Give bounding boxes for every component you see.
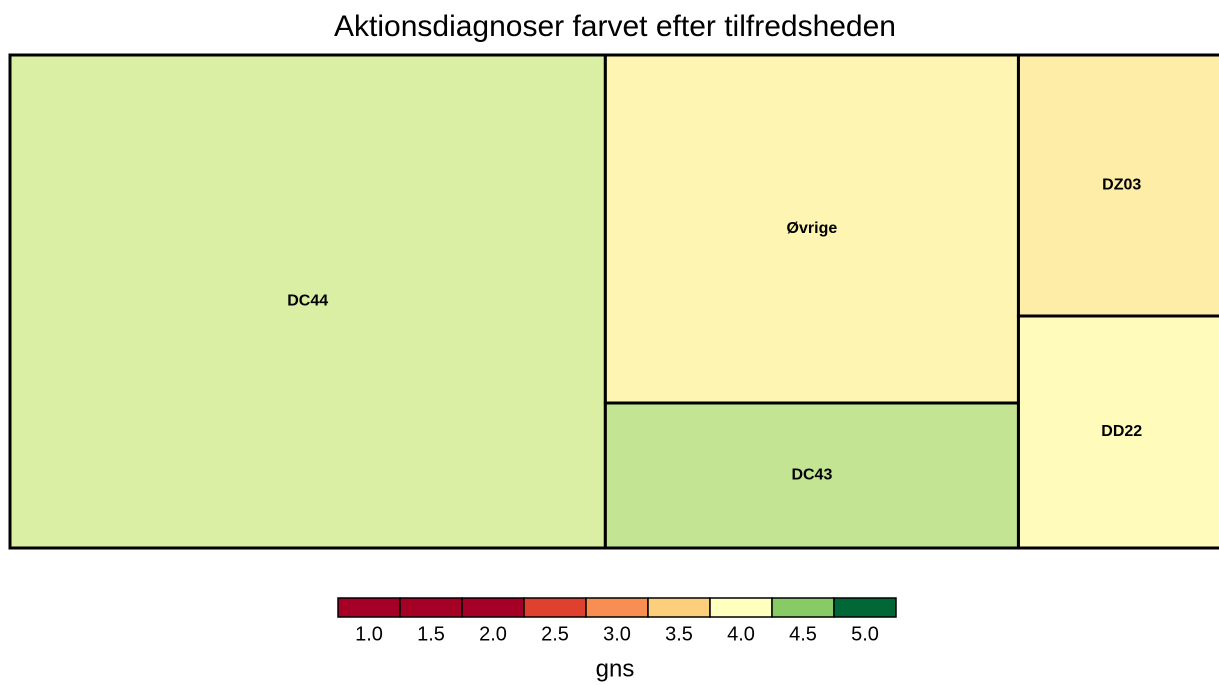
legend-tick-label: 5.0	[851, 623, 879, 645]
legend-tick-label: 4.0	[727, 623, 755, 645]
tile	[8, 53, 607, 550]
legend-tick-label: 1.0	[355, 623, 383, 645]
legend-tick-label: 1.5	[417, 623, 445, 645]
legend-swatch	[833, 597, 897, 618]
legend-tick-label: 2.5	[541, 623, 569, 645]
legend-swatch	[337, 597, 401, 618]
tile	[1016, 53, 1219, 318]
tile-label: DZ03	[1102, 177, 1141, 194]
legend-tick-label: 2.0	[479, 623, 507, 645]
tile-label: DD22	[1101, 423, 1142, 440]
legend-tick-label: 3.5	[665, 623, 693, 645]
chart-title: Aktionsdiagnoser farvet efter tilfredshe…	[334, 10, 896, 43]
tile	[603, 53, 1020, 405]
legend-swatch	[399, 597, 463, 618]
legend-swatch	[647, 597, 711, 618]
tile-label: DC44	[287, 293, 328, 310]
legend-swatch	[771, 597, 835, 618]
legend-swatch	[461, 597, 525, 618]
legend-tick-label: 4.5	[789, 623, 817, 645]
tile-label: DC43	[791, 467, 832, 484]
legend-title: gns	[596, 655, 635, 682]
tile	[1016, 314, 1219, 550]
tile-label: Øvrige	[787, 220, 838, 237]
legend-swatch	[585, 597, 649, 618]
legend-tick-label: 3.0	[603, 623, 631, 645]
legend-swatch	[523, 597, 587, 618]
tile	[603, 401, 1020, 550]
legend-swatch	[709, 597, 773, 618]
